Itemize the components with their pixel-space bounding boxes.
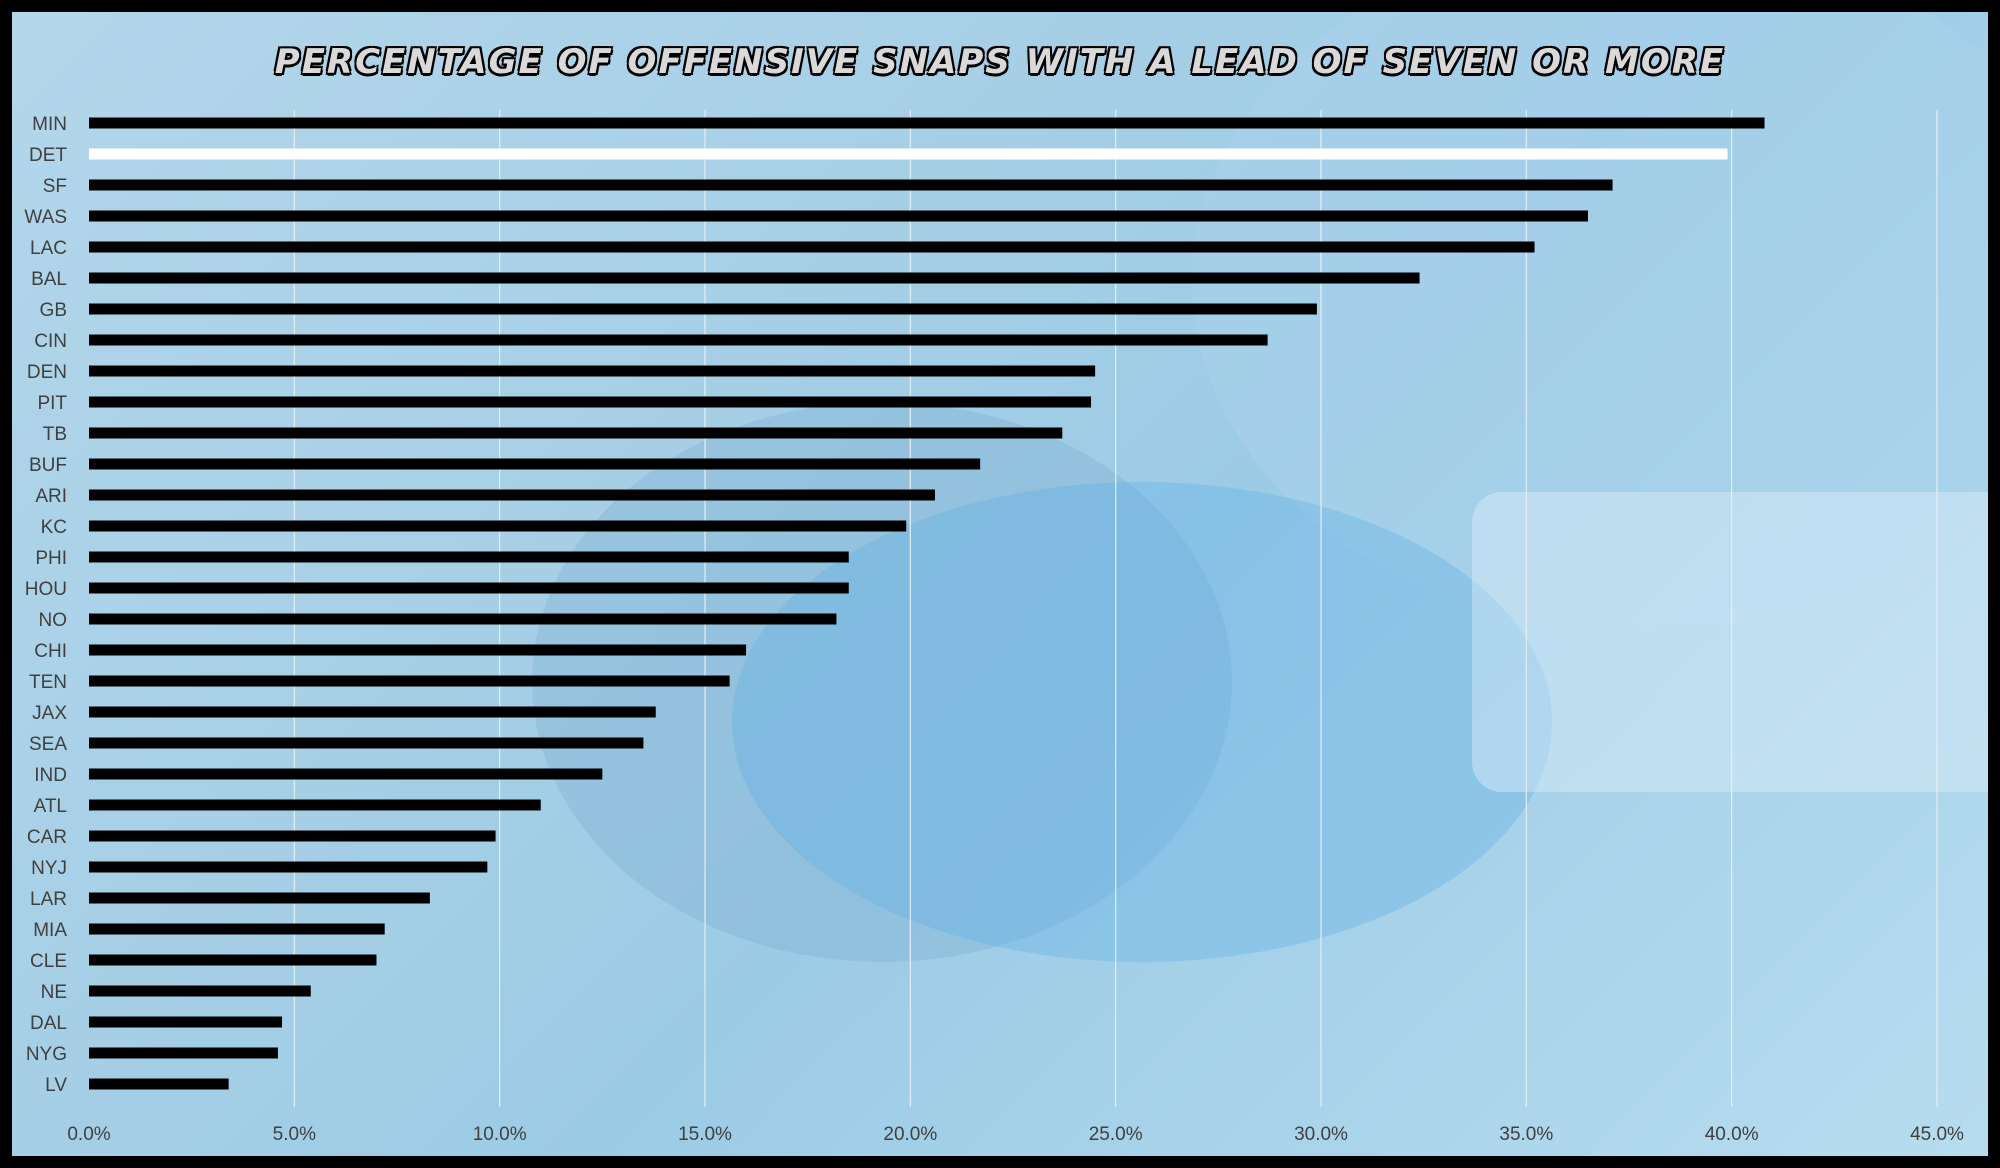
bar-lv — [89, 1078, 229, 1090]
x-tick-label: 35.0% — [1499, 1124, 1553, 1145]
bar-ne — [89, 985, 311, 997]
category-label: BAL — [31, 269, 67, 290]
bar-car — [89, 830, 496, 842]
category-label: TB — [43, 424, 67, 445]
bar-ten — [89, 675, 730, 687]
bar-min — [89, 117, 1765, 129]
category-label: NYJ — [31, 858, 67, 879]
category-label: CHI — [34, 641, 67, 662]
bar-sea — [89, 737, 644, 749]
category-label: IND — [34, 765, 67, 786]
category-label: NE — [41, 982, 67, 1003]
category-label: CLE — [30, 951, 67, 972]
category-label: PIT — [37, 393, 67, 414]
category-label: JAX — [32, 703, 67, 724]
bar-no — [89, 613, 837, 625]
x-tick-label: 5.0% — [273, 1124, 316, 1145]
category-label: PHI — [35, 548, 67, 569]
x-tick-label: 0.0% — [67, 1124, 110, 1145]
bar-was — [89, 210, 1588, 222]
x-tick-label: 30.0% — [1294, 1124, 1348, 1145]
category-label: LV — [45, 1075, 67, 1096]
bar-den — [89, 365, 1096, 377]
bar-phi — [89, 551, 849, 563]
category-label: CIN — [34, 331, 67, 352]
category-label: DEN — [27, 362, 67, 383]
category-label: ATL — [34, 796, 67, 817]
bar-nyg — [89, 1047, 278, 1059]
bar-cin — [89, 334, 1268, 346]
bar-lac — [89, 241, 1535, 253]
category-label: BUF — [29, 455, 67, 476]
bar-jax — [89, 706, 656, 718]
category-label: KC — [41, 517, 67, 538]
bar-lar — [89, 892, 430, 904]
bar-atl — [89, 799, 541, 811]
category-label: MIN — [32, 114, 67, 135]
bar-pit — [89, 396, 1092, 408]
bar-sf — [89, 179, 1613, 191]
category-label: MIA — [33, 920, 67, 941]
category-label: DAL — [30, 1013, 67, 1034]
x-tick-label: 40.0% — [1705, 1124, 1759, 1145]
x-tick-label: 10.0% — [473, 1124, 527, 1145]
category-label: NYG — [26, 1044, 67, 1065]
category-label: GB — [40, 300, 67, 321]
category-label: DET — [29, 145, 67, 166]
chart-frame: PERCENTAGE OF OFFENSIVE SNAPS WITH A LEA… — [12, 12, 1988, 1156]
chart-title: PERCENTAGE OF OFFENSIVE SNAPS WITH A LEA… — [274, 42, 1726, 82]
bar-bal — [89, 272, 1420, 284]
bar-buf — [89, 458, 981, 470]
category-label: SEA — [29, 734, 67, 755]
category-label: WAS — [24, 207, 67, 228]
bar-dal — [89, 1016, 283, 1028]
category-label: LAR — [30, 889, 67, 910]
bar-kc — [89, 520, 907, 532]
category-label: CAR — [27, 827, 67, 848]
bar-mia — [89, 923, 385, 935]
x-tick-label: 20.0% — [883, 1124, 937, 1145]
bar-chi — [89, 644, 747, 656]
category-label: TEN — [29, 672, 67, 693]
category-label: LAC — [30, 238, 67, 259]
x-tick-label: 45.0% — [1910, 1124, 1964, 1145]
x-tick-label: 15.0% — [678, 1124, 732, 1145]
bar-hou — [89, 582, 849, 594]
bar-chart: 0.0% 5.0% 10.0% 15.0% 20.0% 25.0% 30.0% 35.0% 40… — [24, 110, 1964, 1145]
category-label: HOU — [25, 579, 67, 600]
bar-tb — [89, 427, 1063, 439]
bar-ari — [89, 489, 935, 501]
bar-cle — [89, 954, 377, 966]
bar-ind — [89, 768, 603, 780]
category-label: NO — [39, 610, 68, 631]
bar-gb — [89, 303, 1317, 315]
x-tick-label: 25.0% — [1089, 1124, 1143, 1145]
bar-det — [89, 148, 1728, 160]
category-label: SF — [43, 176, 67, 197]
category-label: ARI — [35, 486, 67, 507]
bar-nyj — [89, 861, 488, 873]
